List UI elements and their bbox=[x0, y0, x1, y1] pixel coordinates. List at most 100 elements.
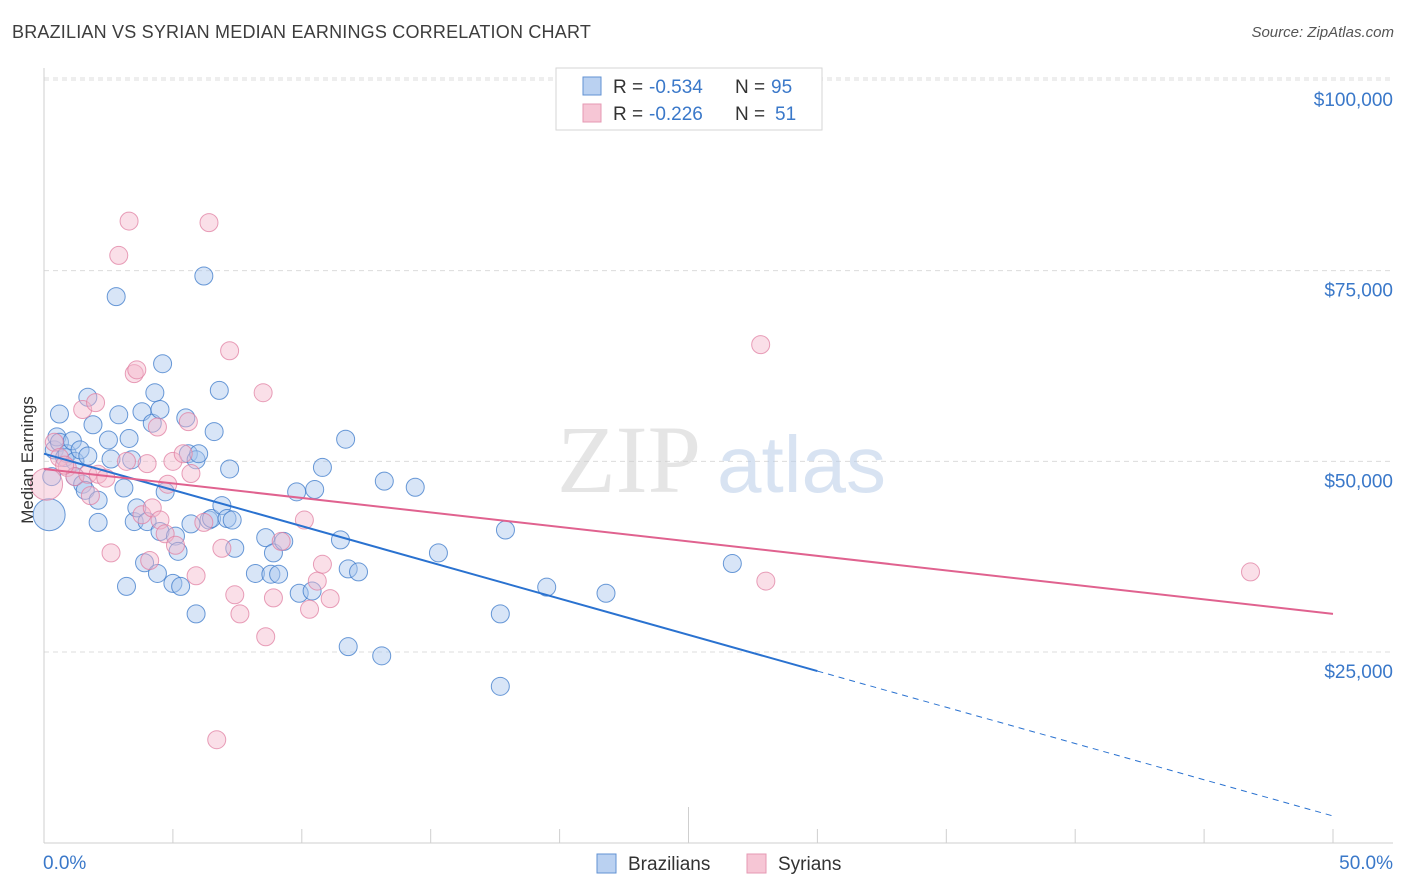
syrians-point bbox=[312, 554, 332, 574]
bottom-legend-swatch-brazilians bbox=[596, 853, 617, 874]
syrians-point bbox=[256, 627, 276, 647]
syrians-point bbox=[147, 417, 167, 437]
x-tick-label-max: 50.0% bbox=[1339, 853, 1393, 874]
syrians-point bbox=[230, 604, 250, 624]
brazilians-point bbox=[189, 444, 209, 464]
syrians-point bbox=[751, 335, 771, 355]
brazilians-point bbox=[372, 646, 392, 666]
brazilians-point bbox=[98, 430, 118, 450]
syrians-point bbox=[199, 213, 219, 233]
syrians-point bbox=[225, 585, 245, 605]
brazilians-point bbox=[88, 512, 108, 532]
legend-r-label-2: R = bbox=[613, 104, 643, 125]
legend-n-label-1: N = bbox=[735, 77, 765, 98]
syrians-point bbox=[30, 467, 64, 501]
brazilians-point bbox=[135, 553, 155, 573]
syrians-points bbox=[30, 211, 1261, 750]
brazilians-point bbox=[204, 422, 224, 442]
syrians-point bbox=[294, 510, 314, 530]
legend-r-label-1: R = bbox=[613, 77, 643, 98]
bottom-legend-swatch-syrians bbox=[746, 853, 767, 874]
brazilians-point bbox=[596, 583, 616, 603]
syrians-point bbox=[109, 245, 129, 265]
brazilians-point bbox=[171, 576, 191, 596]
brazilians-point bbox=[83, 415, 103, 435]
legend-r-value-2: -0.226 bbox=[649, 104, 703, 125]
chart-title: BRAZILIAN VS SYRIAN MEDIAN EARNINGS CORR… bbox=[12, 22, 592, 42]
syrians-point bbox=[263, 588, 283, 608]
axes bbox=[43, 68, 1393, 844]
brazilians-point bbox=[32, 498, 66, 532]
syrians-point bbox=[119, 211, 139, 231]
syrians-point bbox=[137, 454, 157, 474]
brazilians-point bbox=[269, 564, 289, 584]
syrians-point bbox=[44, 432, 64, 452]
legend-n-value-1: 95 bbox=[771, 77, 792, 98]
brazilians-point bbox=[153, 354, 173, 374]
syrians-point bbox=[756, 571, 776, 591]
brazilians-point bbox=[349, 562, 369, 582]
brazilians-point bbox=[119, 428, 139, 448]
brazilians-point bbox=[47, 427, 67, 447]
brazilians-point bbox=[209, 380, 229, 400]
syrians-point bbox=[173, 444, 193, 464]
brazilians-point bbox=[145, 383, 165, 403]
syrians-point bbox=[220, 341, 240, 361]
brazilians-point bbox=[338, 637, 358, 657]
brazilians-point bbox=[78, 446, 98, 466]
y-tick-label: $50,000 bbox=[1324, 471, 1393, 492]
watermark-atlas: atlas bbox=[717, 420, 886, 509]
brazilians-point bbox=[163, 573, 183, 593]
y-tick-label: $100,000 bbox=[1314, 90, 1393, 111]
brazilians-point bbox=[109, 405, 129, 425]
brazilians-point bbox=[150, 399, 170, 419]
y-tick-labels: $25,000 $50,000 $75,000 $100,000 bbox=[1314, 90, 1393, 683]
brazilians-point bbox=[261, 564, 281, 584]
brazilians-point bbox=[722, 554, 742, 574]
bottom-legend-label-brazilians: Brazilians bbox=[628, 854, 710, 875]
syrians-point bbox=[212, 538, 232, 558]
brazilians-point bbox=[374, 471, 394, 491]
legend-n-value-2: 51 bbox=[775, 104, 796, 125]
brazilians-point bbox=[302, 581, 322, 601]
brazilians-trend-line bbox=[43, 452, 818, 673]
syrians-point bbox=[116, 451, 136, 471]
brazilians-point bbox=[178, 444, 198, 464]
syrians-point bbox=[165, 535, 185, 555]
y-axis-title: Median Earnings bbox=[18, 396, 37, 524]
brazilians-point bbox=[101, 449, 121, 469]
brazilians-point bbox=[428, 543, 448, 563]
watermark: ZIP atlas bbox=[557, 406, 886, 513]
y-tick-label: $25,000 bbox=[1324, 662, 1393, 683]
syrians-point bbox=[307, 571, 327, 591]
syrians-point bbox=[194, 512, 214, 532]
brazilians-point bbox=[150, 521, 170, 541]
bottom-legend-label-syrians: Syrians bbox=[778, 854, 841, 875]
brazilians-point bbox=[49, 404, 69, 424]
syrians-point bbox=[178, 412, 198, 432]
legend-n-label-2: N = bbox=[735, 104, 765, 125]
syrians-point bbox=[132, 505, 152, 525]
brazilians-point bbox=[405, 477, 425, 497]
brazilians-point bbox=[225, 538, 245, 558]
brazilians-point bbox=[106, 287, 126, 307]
syrians-point bbox=[1241, 562, 1261, 582]
brazilians-point bbox=[245, 563, 265, 583]
brazilians-point bbox=[70, 440, 90, 460]
syrians-point bbox=[207, 730, 227, 750]
brazilians-point bbox=[336, 429, 356, 449]
syrians-point bbox=[300, 599, 320, 619]
brazilians-point bbox=[75, 480, 95, 500]
brazilians-point bbox=[330, 530, 350, 550]
brazilians-point bbox=[338, 559, 358, 579]
brazilians-point bbox=[490, 676, 510, 696]
series-legend: Brazilians Syrians bbox=[596, 853, 841, 875]
syrians-point bbox=[96, 468, 116, 488]
syrians-point bbox=[320, 589, 340, 609]
grid-lines bbox=[44, 77, 1393, 653]
y-tick-label: $75,000 bbox=[1324, 281, 1393, 302]
brazilians-trend-extension bbox=[817, 670, 1334, 817]
syrians-point bbox=[101, 543, 121, 563]
syrians-point bbox=[127, 360, 147, 380]
